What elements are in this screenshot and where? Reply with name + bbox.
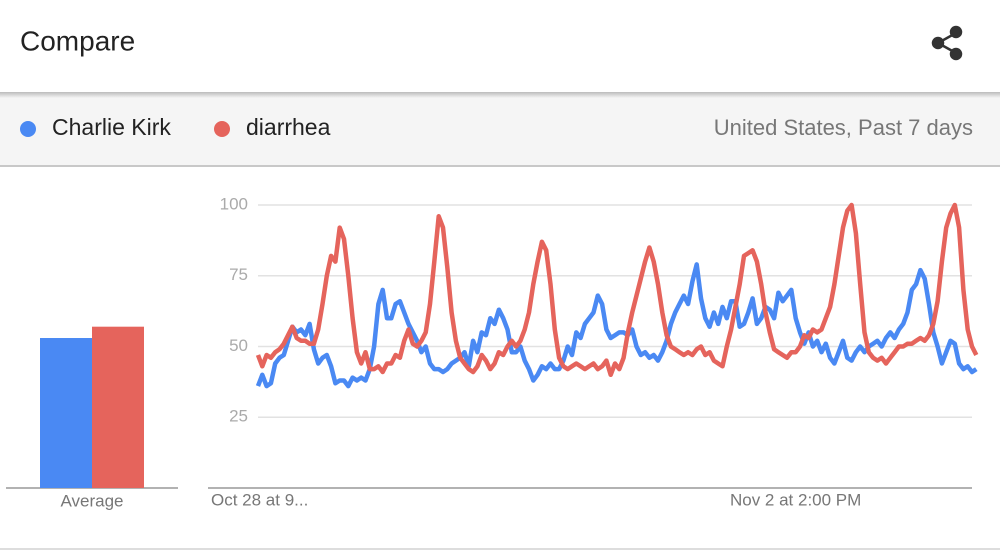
legend-band bbox=[0, 92, 1000, 166]
x-tick-label: Nov 2 at 2:00 PM bbox=[730, 490, 861, 509]
x-tick-label: Oct 28 at 9... bbox=[211, 490, 308, 509]
legend-label: diarrhea bbox=[246, 114, 331, 140]
legend-dot bbox=[20, 121, 36, 137]
filter-text: United States, Past 7 days bbox=[714, 115, 973, 140]
y-tick-label: 50 bbox=[229, 336, 248, 355]
y-tick-label: 25 bbox=[229, 407, 248, 426]
legend-label: Charlie Kirk bbox=[52, 114, 171, 140]
series-line bbox=[255, 202, 979, 378]
x-tick-label: Average bbox=[60, 491, 123, 510]
shadow bbox=[0, 92, 1000, 98]
legend-dot bbox=[214, 121, 230, 137]
bar bbox=[40, 338, 92, 488]
y-tick-label: 100 bbox=[220, 194, 248, 213]
y-tick-label: 75 bbox=[229, 265, 248, 284]
header-bar bbox=[0, 0, 1000, 92]
series-line bbox=[255, 262, 978, 389]
bar bbox=[92, 326, 144, 488]
header-title: Compare bbox=[20, 25, 135, 56]
share-icon[interactable] bbox=[931, 25, 963, 61]
